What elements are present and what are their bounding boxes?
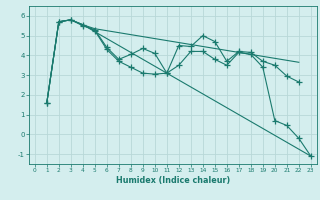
X-axis label: Humidex (Indice chaleur): Humidex (Indice chaleur) <box>116 176 230 185</box>
